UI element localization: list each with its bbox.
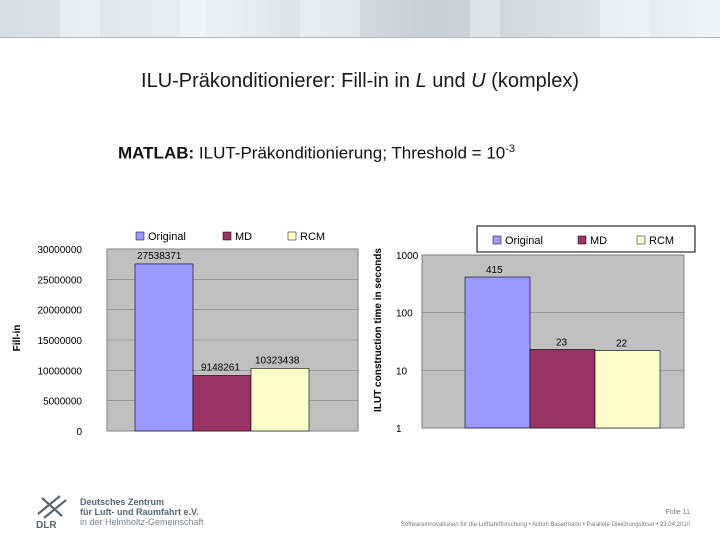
- y-tick-label: 1000: [396, 251, 419, 262]
- y-tick-label: 10: [396, 366, 408, 377]
- org-line-1: Deutsches Zentrum: [80, 497, 165, 507]
- legend-swatch: [577, 235, 587, 245]
- data-label: 10323438: [255, 355, 300, 366]
- y-tick-label: 0: [76, 427, 82, 438]
- legend-label: Original: [505, 235, 543, 247]
- y-axis-title: Fill-in: [12, 325, 23, 352]
- dlr-logo: DLR: [36, 495, 67, 530]
- y-tick-label: 1: [396, 424, 402, 435]
- legend-swatch: [222, 231, 232, 241]
- org-line-2: für Luft- und Raumfahrt e.V.: [80, 507, 199, 517]
- data-label: 23: [556, 337, 568, 348]
- legend-swatch: [287, 231, 297, 241]
- header-divider: [0, 37, 720, 38]
- logo-text: DLR: [36, 520, 57, 530]
- legend-swatch: [135, 231, 145, 241]
- data-label: 9148261: [201, 363, 240, 374]
- legend-label: MD: [590, 235, 607, 247]
- bar-rcm: [250, 368, 310, 432]
- org-line-3: in der Helmholtz-Gemeinschaft: [80, 517, 204, 527]
- y-tick-label: 100: [396, 309, 413, 320]
- y-tick-label: 20000000: [38, 306, 83, 317]
- legend-label: RCM: [649, 235, 674, 247]
- y-tick-label: 25000000: [38, 275, 83, 286]
- legend-swatch: [492, 235, 502, 245]
- y-tick-label: 15000000: [38, 336, 83, 347]
- legend-box: [128, 227, 358, 245]
- data-label: 415: [486, 265, 503, 276]
- legend-label: RCM: [300, 231, 325, 243]
- legend-label: MD: [235, 231, 252, 243]
- bar-original: [134, 263, 194, 432]
- header-banner: [0, 0, 720, 38]
- data-label: 27538371: [137, 251, 182, 262]
- bar-original: [464, 276, 531, 429]
- y-axis-title: ILUT construction time in seconds: [373, 248, 384, 412]
- legend-swatch: [636, 235, 646, 245]
- organization-name: Deutsches Zentrum für Luft- und Raumfahr…: [80, 497, 204, 527]
- legend-label: Original: [148, 231, 186, 243]
- slide-number: Folie 11: [665, 509, 690, 516]
- bar-md: [529, 349, 596, 429]
- slide-title: ILU-Präkonditionierer: Fill-in in L und …: [141, 70, 579, 92]
- footer-text: Softwareinnovationen für die Luftfahrtfo…: [400, 522, 690, 528]
- bar-rcm: [594, 350, 661, 429]
- bar-md: [192, 375, 252, 432]
- y-tick-label: 5000000: [43, 397, 82, 408]
- y-tick-label: 10000000: [38, 366, 83, 377]
- y-tick-label: 30000000: [38, 245, 83, 256]
- slide-subtitle: MATLAB: ILUT-Präkonditionierung; Thresho…: [118, 143, 516, 163]
- data-label: 22: [616, 339, 628, 350]
